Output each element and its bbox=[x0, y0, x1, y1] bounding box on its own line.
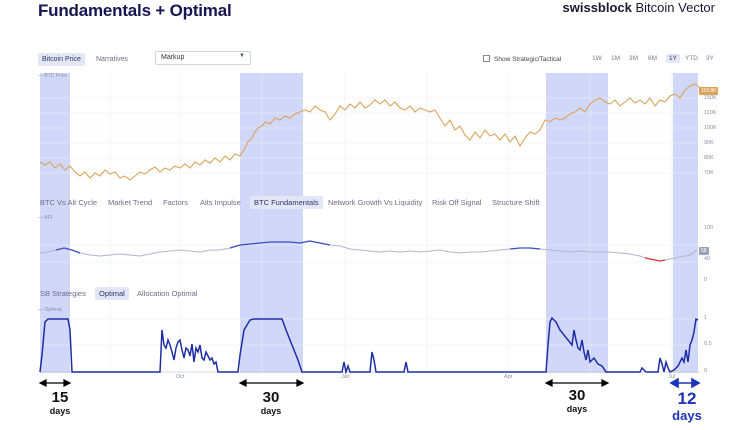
checkbox-icon bbox=[483, 55, 490, 62]
range-ytd[interactable]: YTD bbox=[685, 55, 698, 62]
range-1y[interactable]: 1Y bbox=[666, 54, 680, 63]
x-tick: Oct bbox=[176, 374, 185, 380]
tab-btc-fundamentals[interactable]: BTC Fundamentals bbox=[250, 196, 323, 209]
markup-select-value: Markup bbox=[161, 54, 185, 61]
x-tick: Apr bbox=[504, 374, 513, 380]
range-6m[interactable]: 6M bbox=[648, 55, 658, 62]
y-tick: 110K bbox=[704, 110, 717, 116]
optimal-legend-label: Optimal bbox=[44, 307, 62, 313]
annotation-30-days-2: 30 days bbox=[557, 387, 597, 415]
annotation-30-days-1: 30 days bbox=[251, 389, 291, 417]
y-tick: 40 bbox=[704, 256, 711, 262]
btc-price-line bbox=[39, 83, 701, 181]
y-tick: 90K bbox=[704, 140, 714, 146]
tab-bitcoin-price[interactable]: Bitcoin Price bbox=[38, 53, 85, 66]
annotation-unit: days bbox=[566, 404, 588, 414]
bfi-line bbox=[39, 240, 698, 262]
tab-factors[interactable]: Factors bbox=[163, 198, 189, 207]
y-tick: 0 bbox=[704, 277, 708, 283]
y-tick: 0 bbox=[704, 368, 708, 374]
bfi-tag: 58 bbox=[699, 247, 709, 255]
tab-market-trend[interactable]: Market Trend bbox=[108, 198, 153, 207]
tab-alts-impulse[interactable]: Alts Impulse bbox=[200, 198, 241, 207]
annotation-unit: days bbox=[260, 406, 282, 416]
highlight-band-4 bbox=[673, 73, 698, 373]
btc-price-legend: — BTC Price bbox=[38, 73, 68, 79]
tab-network-growth-vs-liquidity[interactable]: Network Growth Vs Liquidity bbox=[328, 198, 423, 207]
y-tick: 100 bbox=[704, 225, 714, 231]
annotation-value: 30 bbox=[568, 387, 586, 404]
y-tick: 0.5 bbox=[704, 341, 712, 347]
bfi-legend: — BFI bbox=[38, 215, 53, 221]
tab-allocation-optimal[interactable]: Allocation Optimal bbox=[137, 289, 198, 298]
annotation-unit: days bbox=[672, 408, 702, 423]
brand-name: swissblock bbox=[562, 0, 632, 15]
annotation-value: 15 bbox=[51, 389, 69, 406]
markup-select[interactable]: Markup ▼ bbox=[155, 51, 251, 65]
annotation-value: 12 bbox=[677, 389, 697, 408]
page-title: Fundamentals + Optimal bbox=[38, 1, 232, 20]
tab-structure-shift[interactable]: Structure Shift bbox=[492, 198, 540, 207]
range-3y[interactable]: 3Y bbox=[706, 55, 714, 62]
tab-narratives[interactable]: Narratives bbox=[96, 56, 128, 63]
annotation-12-days: 12 days bbox=[665, 389, 709, 424]
y-tick: 1 bbox=[704, 315, 708, 321]
bfi-line-high-1 bbox=[55, 247, 81, 254]
brand-product: Bitcoin Vector bbox=[631, 0, 716, 15]
bfi-line-high-3 bbox=[509, 247, 541, 250]
tab-sb-strategies[interactable]: SB Strategies bbox=[40, 289, 86, 298]
x-tick: Jul bbox=[668, 374, 676, 380]
show-strategic-checkbox[interactable]: Show Strategic/Tactical bbox=[483, 55, 561, 63]
bfi-legend-label: BFI bbox=[44, 215, 53, 221]
x-tick: Jan bbox=[341, 374, 350, 380]
optimal-line bbox=[39, 316, 699, 375]
optimal-legend: — Optimal bbox=[38, 307, 62, 313]
range-1w[interactable]: 1W bbox=[592, 55, 602, 62]
y-tick: 70K bbox=[704, 170, 714, 176]
btc-price-legend-label: BTC Price bbox=[44, 73, 68, 79]
tab-risk-off-signal[interactable]: Risk Off Signal bbox=[432, 198, 482, 207]
annotation-unit: days bbox=[49, 406, 71, 416]
range-1m[interactable]: 1M bbox=[611, 55, 621, 62]
y-tick: 80K bbox=[704, 155, 714, 161]
bfi-line-high-2 bbox=[229, 240, 331, 249]
show-strategic-label: Show Strategic/Tactical bbox=[494, 56, 562, 63]
btc-price-tag: 116.8K bbox=[699, 87, 719, 95]
y-tick: 100K bbox=[704, 125, 717, 131]
tab-btc-vs-alt-cycle[interactable]: BTC Vs Alt Cycle bbox=[40, 198, 98, 207]
tab-optimal[interactable]: Optimal bbox=[95, 287, 129, 300]
chevron-down-icon: ▼ bbox=[239, 53, 245, 59]
range-3m[interactable]: 3M bbox=[629, 55, 639, 62]
annotation-value: 30 bbox=[262, 389, 280, 406]
bfi-line-low bbox=[644, 257, 666, 262]
brand-logo: swissblock Bitcoin Vector bbox=[563, 0, 715, 15]
annotation-15-days: 15 days bbox=[40, 389, 80, 417]
y-tick: 150K bbox=[704, 95, 717, 101]
